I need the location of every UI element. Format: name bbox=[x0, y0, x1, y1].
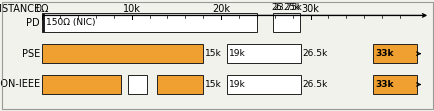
Text: 26.25k: 26.25k bbox=[270, 3, 299, 12]
Text: PD: PD bbox=[26, 18, 40, 28]
Text: PSE: PSE bbox=[22, 49, 40, 59]
Text: 20k: 20k bbox=[212, 4, 230, 14]
Text: 15k: 15k bbox=[204, 80, 221, 89]
Bar bbox=[44, 13, 257, 32]
Text: 26.5k: 26.5k bbox=[302, 80, 327, 89]
Text: 23.75k: 23.75k bbox=[273, 3, 301, 12]
Text: 19k: 19k bbox=[228, 49, 245, 58]
Text: NON-IEEE: NON-IEEE bbox=[0, 79, 40, 89]
Text: 150Ω (NIC): 150Ω (NIC) bbox=[46, 18, 95, 27]
Text: RESISTANCE: RESISTANCE bbox=[0, 4, 40, 14]
Bar bbox=[157, 75, 203, 94]
Bar bbox=[372, 75, 416, 94]
Text: 19k: 19k bbox=[228, 80, 245, 89]
Text: 0Ω: 0Ω bbox=[36, 4, 49, 14]
Bar bbox=[227, 44, 300, 63]
Text: 30k: 30k bbox=[301, 4, 319, 14]
Text: 33k: 33k bbox=[375, 49, 393, 58]
Text: 15k: 15k bbox=[204, 49, 221, 58]
Bar bbox=[42, 13, 44, 32]
Bar bbox=[273, 13, 299, 32]
Bar bbox=[227, 75, 300, 94]
Text: 26.5k: 26.5k bbox=[302, 49, 327, 58]
Bar bbox=[372, 44, 416, 63]
Text: 33k: 33k bbox=[375, 80, 393, 89]
Bar bbox=[128, 75, 147, 94]
Text: 10k: 10k bbox=[122, 4, 140, 14]
Bar bbox=[42, 75, 121, 94]
Bar bbox=[42, 44, 203, 63]
